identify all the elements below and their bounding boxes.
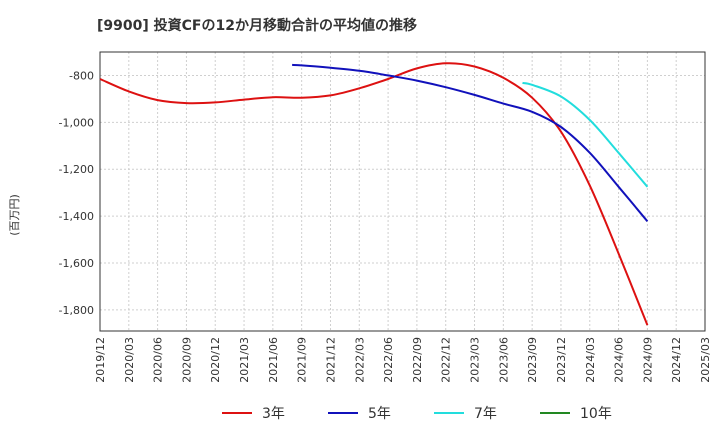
x-tick-label: 2021/06 — [267, 337, 280, 383]
y-axis-label: (百万円) — [8, 194, 21, 236]
x-tick-label: 2022/12 — [440, 337, 453, 383]
legend: 3年 5年 7年 10年 — [222, 406, 612, 422]
x-tick-label: 2020/09 — [180, 337, 193, 383]
series-line-7年 — [522, 81, 649, 188]
chart-title: [9900] 投資CFの12か月移動合計の平均値の推移 — [97, 17, 417, 34]
x-tick-label: 2020/06 — [152, 337, 165, 383]
x-tick-label: 2021/09 — [296, 337, 309, 383]
legend-label: 10年 — [580, 406, 612, 422]
x-tick-label: 2025/03 — [699, 337, 712, 383]
legend-label: 7年 — [474, 406, 497, 422]
y-tick-label: -1,600 — [59, 257, 94, 270]
y-tick-label: -1,200 — [59, 163, 94, 176]
series-line-3年 — [99, 62, 649, 326]
plot-frame — [99, 51, 706, 332]
legend-label: 3年 — [262, 406, 285, 422]
x-tick-label: 2024/09 — [641, 337, 654, 383]
x-tick-label: 2022/06 — [382, 337, 395, 383]
x-tick-label: 2023/12 — [555, 337, 568, 383]
x-tick-label: 2019/12 — [94, 337, 107, 383]
x-tick-label: 2023/09 — [526, 337, 539, 383]
x-tick-label: 2023/06 — [497, 337, 510, 383]
axis-layer: 2019/12 2020/03 2020/06 2020/09 2020/12 2021/… — [59, 51, 712, 383]
y-tick-label: -1,000 — [59, 116, 94, 129]
grid-layer — [99, 52, 706, 331]
y-tick-label: -1,400 — [59, 210, 94, 223]
x-tick-label: 2024/06 — [613, 337, 626, 383]
x-tick-label: 2022/03 — [353, 337, 366, 383]
x-tick-label: 2024/12 — [670, 337, 683, 383]
legend-label: 5年 — [368, 406, 391, 422]
x-tick-label: 2020/03 — [123, 337, 136, 383]
x-tick-label: 2024/03 — [584, 337, 597, 383]
x-tick-label: 2021/12 — [324, 337, 337, 383]
series-line-5年 — [292, 63, 649, 222]
series-layer — [99, 62, 649, 326]
x-tick-label: 2023/03 — [469, 337, 482, 383]
y-tick-label: -800 — [69, 69, 94, 82]
x-tick-label: 2021/03 — [238, 337, 251, 383]
x-tick-label: 2020/12 — [209, 337, 222, 383]
y-tick-label: -1,800 — [59, 304, 94, 317]
x-tick-label: 2022/09 — [411, 337, 424, 383]
